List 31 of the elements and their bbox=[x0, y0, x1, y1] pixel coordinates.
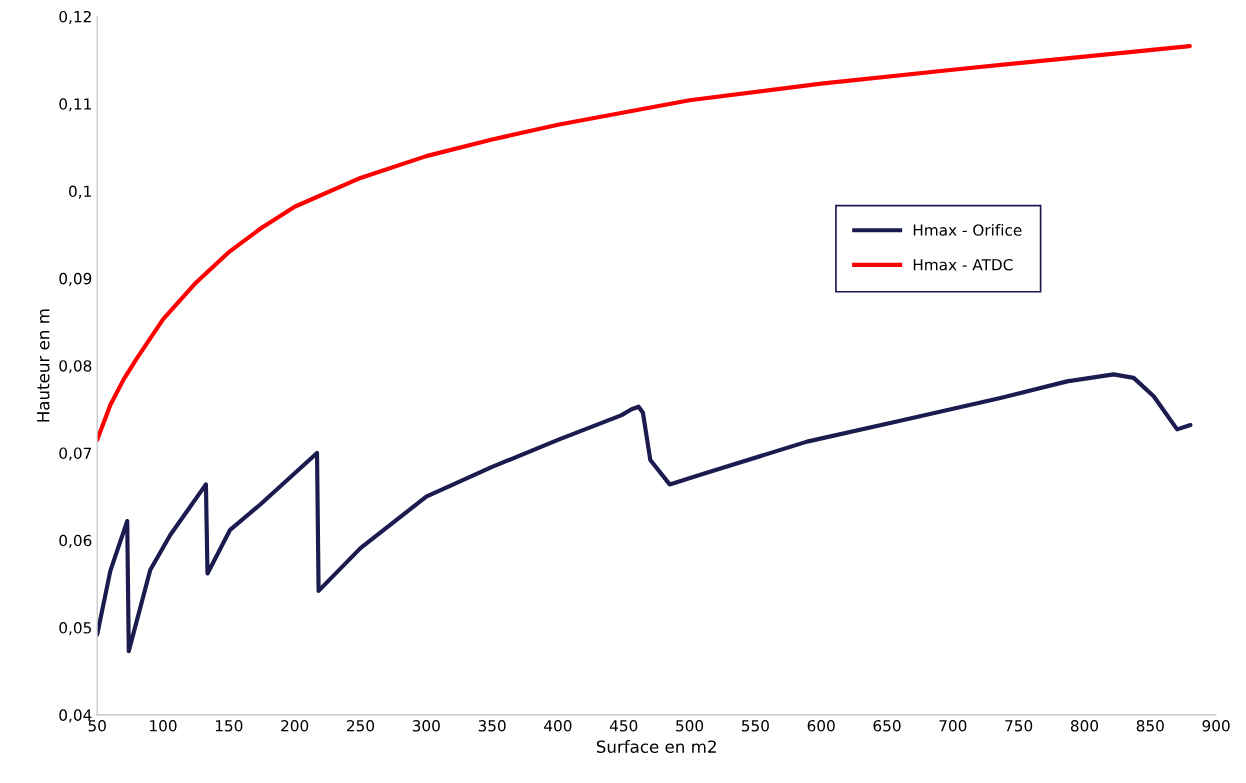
x-axis-title: Surface en m2 bbox=[596, 740, 716, 753]
legend-label: Hmax - Orifice bbox=[913, 224, 1022, 236]
x-tick-label: 750 bbox=[1005, 720, 1033, 732]
x-tick-label: 650 bbox=[873, 720, 901, 732]
x-tick-label: 150 bbox=[215, 720, 243, 732]
line-series bbox=[97, 372, 1193, 654]
x-tick-label: 450 bbox=[609, 720, 638, 732]
x-tick-label: 700 bbox=[939, 720, 967, 732]
x-tick-label: 300 bbox=[412, 720, 440, 732]
y-tick-label: 0,06 bbox=[59, 534, 92, 548]
x-tick-label: 100 bbox=[150, 720, 177, 732]
x-tick-label: 400 bbox=[544, 720, 572, 732]
y-tick-label: 0,05 bbox=[59, 622, 91, 636]
y-tick-label: 0,12 bbox=[59, 10, 91, 25]
x-tick-label: 200 bbox=[281, 720, 309, 732]
y-tick-label: 0,1 bbox=[69, 185, 91, 199]
y-tick-label: 0,09 bbox=[59, 272, 92, 286]
x-tick-label: 250 bbox=[347, 720, 375, 732]
x-tick-label: 900 bbox=[1202, 720, 1230, 732]
y-tick-label: 0,08 bbox=[59, 360, 92, 374]
y-tick-label: 0,11 bbox=[59, 98, 91, 112]
y-axis-title: Hauteur en m bbox=[37, 309, 50, 422]
x-tick-label: 850 bbox=[1136, 720, 1164, 732]
x-tick-label: 350 bbox=[478, 720, 506, 732]
x-tick-label: 800 bbox=[1070, 720, 1099, 732]
y-tick-label: 0,07 bbox=[59, 447, 92, 461]
line-series bbox=[97, 44, 1192, 442]
x-tick-label: 550 bbox=[741, 720, 769, 732]
x-tick-label: 500 bbox=[676, 720, 704, 732]
legend-label: Hmax - ATDC bbox=[913, 258, 1013, 271]
x-tick-label: 600 bbox=[807, 720, 835, 732]
